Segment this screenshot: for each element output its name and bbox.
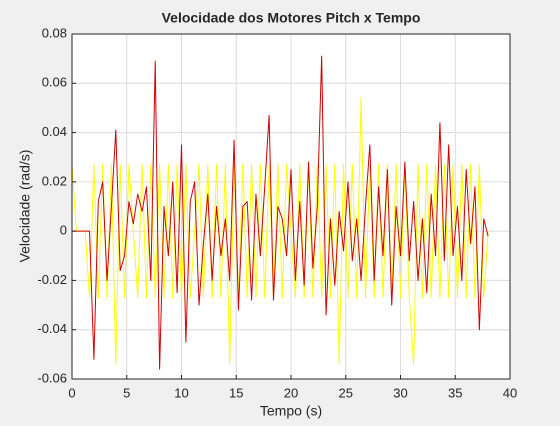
- series-line: [72, 55, 489, 370]
- x-tick-label: 25: [339, 385, 353, 400]
- x-tick-label: 40: [503, 385, 517, 400]
- x-tick-label: 35: [448, 385, 462, 400]
- y-axis-label: Velocidade (rad/s): [17, 150, 33, 263]
- x-tick-label: 20: [284, 385, 298, 400]
- y-tick-label: 0.06: [42, 75, 67, 90]
- x-tick-label: 5: [123, 385, 130, 400]
- y-tick-label: -0.02: [37, 272, 67, 287]
- y-tick-label: 0.02: [42, 173, 67, 188]
- series-line: [71, 97, 489, 365]
- chart-title: Velocidade dos Motores Pitch x Tempo: [162, 10, 421, 26]
- axes-box: [71, 33, 511, 380]
- axes: 0 5 10 15 20 25 30 35 40 -0.06 -0.04 -0.02 0 0.02 0.04…: [37, 25, 517, 400]
- x-tick-label: 15: [229, 385, 243, 400]
- y-tick-label: -0.04: [37, 321, 67, 336]
- x-axis-label: Tempo (s): [260, 403, 322, 419]
- y-tick-label: 0.04: [42, 124, 67, 139]
- y-tick-label: 0.08: [42, 25, 67, 40]
- x-tick-label: 10: [174, 385, 188, 400]
- x-tick-label: 0: [68, 385, 75, 400]
- lines: [71, 55, 489, 370]
- y-tick-label: -0.06: [37, 370, 67, 385]
- y-tick-label: 0: [60, 223, 67, 238]
- x-tick-label: 30: [393, 385, 407, 400]
